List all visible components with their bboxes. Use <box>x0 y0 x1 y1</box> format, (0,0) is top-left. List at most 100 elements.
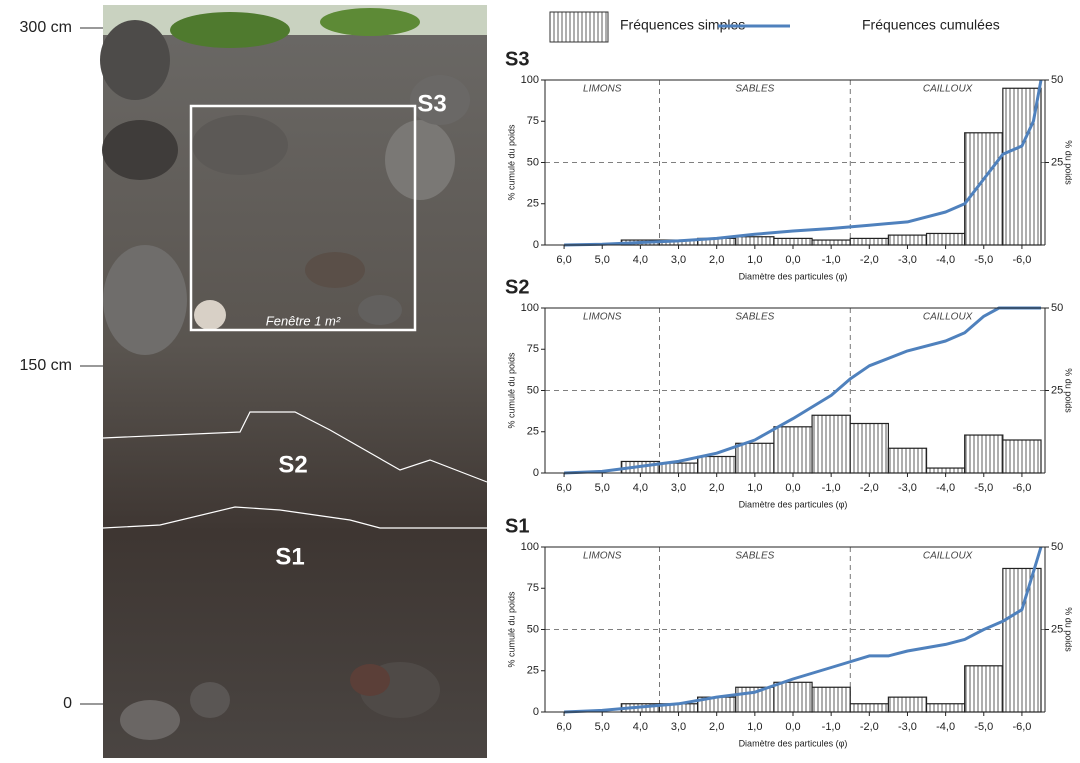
x-tick-label: 2,0 <box>709 482 724 494</box>
bar <box>773 426 813 474</box>
x-tick-label: 4,0 <box>633 254 648 266</box>
x-tick-label: -2,0 <box>860 254 879 266</box>
zone-label: SABLES <box>735 84 774 95</box>
x-tick-label: 3,0 <box>671 482 686 494</box>
y-axis-label: % cumulé du poids <box>506 352 516 429</box>
y-tick-label: 50 <box>527 384 539 396</box>
y-tick-label: 75 <box>527 343 539 355</box>
x-tick-label: -5,0 <box>974 482 993 494</box>
depth-label: 300 cm <box>20 19 72 36</box>
bar <box>964 434 1004 474</box>
x-tick-label: 3,0 <box>671 254 686 266</box>
y-tick-label: 75 <box>527 115 539 127</box>
y-axis-label: % cumulé du poids <box>506 591 516 668</box>
photo-label: S1 <box>275 543 304 570</box>
x-tick-label: 5,0 <box>595 721 610 733</box>
y-tick-label: 50 <box>527 623 539 635</box>
bar <box>735 442 775 474</box>
bar <box>964 132 1004 246</box>
y-tick-label: 0 <box>533 239 539 251</box>
y-tick-label: 0 <box>533 467 539 479</box>
y2-tick-label: 50 <box>1051 74 1063 86</box>
x-tick-label: -4,0 <box>936 254 955 266</box>
x-tick-label: 0,0 <box>785 482 800 494</box>
y-tick-label: 25 <box>527 426 539 438</box>
legend-swatch <box>549 11 609 43</box>
x-tick-label: -5,0 <box>974 721 993 733</box>
x-tick-label: 2,0 <box>709 254 724 266</box>
x-tick-label: -4,0 <box>936 721 955 733</box>
y-tick-label: 75 <box>527 582 539 594</box>
x-tick-label: 1,0 <box>747 254 762 266</box>
zone-label: SABLES <box>735 551 774 562</box>
zone-label: CAILLOUX <box>923 551 973 562</box>
x-tick-label: -3,0 <box>898 482 917 494</box>
bar <box>925 232 966 246</box>
bar <box>811 414 851 474</box>
y2-axis-label: % du poids <box>1064 368 1074 413</box>
window-label: Fenêtre 1 m² <box>266 313 341 328</box>
y-axis-label: % cumulé du poids <box>506 124 516 201</box>
x-tick-label: 6,0 <box>556 721 571 733</box>
bar <box>697 455 737 474</box>
x-tick-label: -1,0 <box>822 482 841 494</box>
photo-label: S2 <box>278 451 307 478</box>
bar <box>849 703 889 713</box>
x-tick-label: -6,0 <box>1012 254 1031 266</box>
bar <box>925 467 966 474</box>
chart-title: S1 <box>505 515 529 537</box>
y-tick-label: 0 <box>533 706 539 718</box>
x-tick-label: 1,0 <box>747 482 762 494</box>
y2-tick-label: 25 <box>1051 623 1063 635</box>
bar <box>1002 567 1042 713</box>
bar <box>964 665 1004 713</box>
bar <box>773 681 813 713</box>
x-axis-label: Diamètre des particules (φ) <box>739 271 848 281</box>
x-tick-label: 0,0 <box>785 254 800 266</box>
depth-label: 150 cm <box>20 357 72 374</box>
depth-label: 0 <box>63 695 72 712</box>
x-tick-label: 5,0 <box>595 254 610 266</box>
x-tick-label: -3,0 <box>898 721 917 733</box>
photo <box>80 5 488 758</box>
zone-label: SABLES <box>735 312 774 323</box>
y-tick-label: 50 <box>527 156 539 168</box>
legend-label: Fréquences simples <box>620 17 745 33</box>
bar <box>735 236 775 246</box>
x-tick-label: 4,0 <box>633 721 648 733</box>
x-tick-label: 6,0 <box>556 482 571 494</box>
chart-title: S2 <box>505 276 529 298</box>
bar <box>887 447 928 474</box>
x-tick-label: -5,0 <box>974 254 993 266</box>
y-tick-label: 25 <box>527 198 539 210</box>
y2-tick-label: 25 <box>1051 156 1063 168</box>
y2-axis-label: % du poids <box>1064 140 1074 185</box>
x-tick-label: 3,0 <box>671 721 686 733</box>
x-tick-label: -6,0 <box>1012 721 1031 733</box>
y2-axis-label: % du poids <box>1064 607 1074 652</box>
bar <box>773 237 813 246</box>
bar <box>887 696 928 713</box>
x-tick-label: -1,0 <box>822 254 841 266</box>
y2-tick-label: 25 <box>1051 384 1063 396</box>
zone-label: LIMONS <box>583 84 622 95</box>
x-tick-label: 5,0 <box>595 482 610 494</box>
x-tick-label: -1,0 <box>822 721 841 733</box>
y2-tick-label: 50 <box>1051 541 1063 553</box>
y2-tick-label: 50 <box>1051 302 1063 314</box>
x-tick-label: 2,0 <box>709 721 724 733</box>
bar <box>1002 439 1042 474</box>
zone-label: CAILLOUX <box>923 84 973 95</box>
cumulative-line <box>564 79 1043 247</box>
x-tick-label: -2,0 <box>860 482 879 494</box>
bar <box>849 237 889 246</box>
x-tick-label: -6,0 <box>1012 482 1031 494</box>
cumulative-line <box>564 546 1043 714</box>
bar <box>811 239 851 246</box>
bar <box>849 422 889 474</box>
x-tick-label: 0,0 <box>785 721 800 733</box>
legend-label: Fréquences cumulées <box>862 17 1000 33</box>
y-tick-label: 100 <box>521 74 539 86</box>
